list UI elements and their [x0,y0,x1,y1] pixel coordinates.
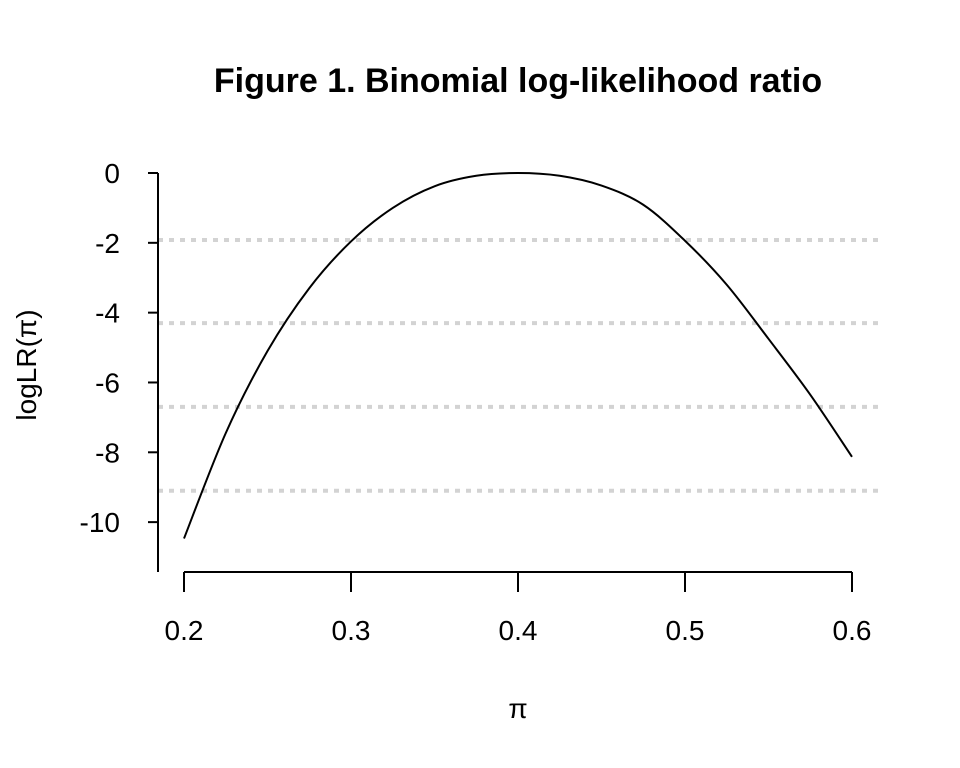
y-tick-label-2: -4 [95,298,120,329]
reference-lines [158,238,880,493]
x-tick-label-4: 0.6 [833,615,872,646]
series-layer [183,171,853,539]
chart-title: Figure 1. Binomial log-likelihood ratio [214,62,822,100]
x-tick-label-2: 0.4 [499,615,538,646]
y-tick-label-5: -10 [80,507,120,538]
y-tick-label-1: -2 [95,228,120,259]
y-axis-label: logLR(π) [11,309,42,420]
x-axis-label: π [508,693,527,724]
series-line-0 [183,171,853,539]
y-axis: 0 -2 -4 -6 -8 -10 [80,158,159,572]
y-tick-label-0: 0 [104,158,120,189]
x-tick-label-0: 0.2 [165,615,204,646]
y-tick-label-4: -8 [95,437,120,468]
x-tick-label-3: 0.5 [666,615,705,646]
x-tick-label-1: 0.3 [332,615,371,646]
x-axis: 0.2 0.3 0.4 0.5 0.6 [165,571,872,646]
y-tick-label-3: -6 [95,367,120,398]
